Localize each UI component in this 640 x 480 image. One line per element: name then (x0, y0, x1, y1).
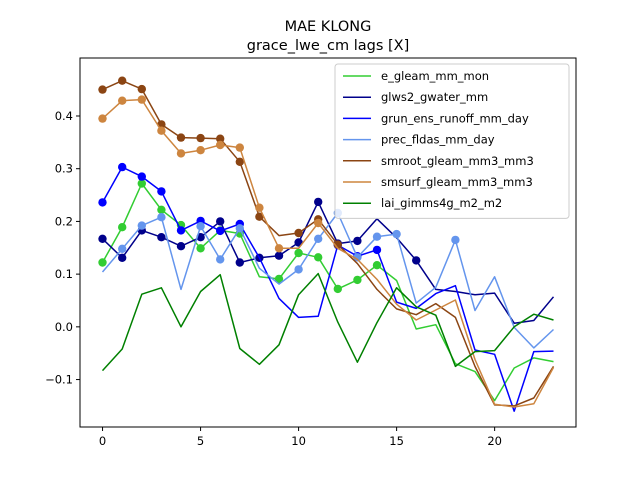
data-point (255, 203, 264, 212)
data-point (176, 133, 186, 142)
data-point (137, 84, 146, 94)
legend-label: e_gleam_mm_mon (381, 69, 489, 83)
data-point (98, 114, 107, 123)
data-point (118, 244, 127, 253)
legend-label: glws2_gwater_mm (381, 90, 488, 104)
data-point (98, 234, 107, 243)
x-tick-label: 20 (487, 434, 502, 448)
data-point (157, 233, 166, 242)
legend-item: smsurf_gleam_mm3_mm3 (343, 175, 533, 189)
data-point (118, 253, 127, 262)
plot-area (98, 76, 555, 412)
data-point (137, 172, 146, 181)
data-point (353, 253, 362, 262)
data-point (216, 217, 225, 226)
y-tick-label: 0.3 (55, 162, 73, 176)
data-point (176, 242, 186, 251)
y-tick-label: −0.1 (45, 373, 73, 387)
legend-label: prec_fldas_mm_day (381, 133, 495, 147)
data-point (274, 244, 284, 253)
data-point (137, 179, 146, 188)
data-point (372, 245, 382, 255)
data-point (392, 229, 401, 239)
axes-frame (79, 57, 577, 428)
data-point (412, 256, 421, 265)
data-point (196, 222, 205, 231)
y-tick-label: 0.4 (55, 109, 73, 123)
data-point (314, 253, 323, 262)
y-tick-label: 0.2 (55, 214, 73, 228)
data-point (372, 232, 382, 241)
data-point (353, 275, 362, 285)
series-lai_gimms4g_m2_m2 (101, 272, 554, 372)
data-point (294, 265, 303, 274)
data-point (235, 224, 244, 233)
legend-item: lai_gimms4g_m2_m2 (343, 196, 502, 210)
data-point (196, 146, 205, 155)
data-point (196, 244, 205, 253)
series-smsurf_gleam_mm3_mm3 (98, 95, 555, 408)
data-point (98, 85, 107, 94)
x-tick-label: 10 (291, 434, 306, 448)
data-point (157, 187, 166, 196)
legend-item: grun_ens_runoff_mm_day (343, 111, 529, 125)
legend-item: e_gleam_mm_mon (343, 69, 489, 83)
legend-item: smroot_gleam_mm3_mm3 (343, 154, 534, 168)
data-point (137, 221, 146, 230)
series-smroot_gleam_mm3_mm3 (98, 76, 555, 407)
legend-label: grun_ens_runoff_mm_day (381, 111, 529, 125)
data-point (372, 261, 382, 270)
data-point (157, 205, 166, 214)
data-point (314, 197, 323, 207)
data-point (314, 234, 323, 243)
data-point (274, 251, 284, 260)
x-tick-label: 15 (389, 434, 404, 448)
data-point (216, 255, 225, 264)
y-tick-label: 0.1 (55, 267, 73, 281)
data-point (118, 76, 127, 85)
data-point (176, 149, 186, 158)
data-point (235, 157, 244, 166)
legend: e_gleam_mm_mon glws2_gwater_mm grun_ens_ru… (334, 63, 570, 219)
series-line (101, 98, 555, 408)
x-tick-label: 5 (197, 434, 204, 448)
data-point (216, 226, 225, 236)
legend-label: smsurf_gleam_mm3_mm3 (381, 175, 533, 189)
data-point (235, 143, 244, 152)
data-point (353, 236, 362, 246)
data-point (333, 284, 342, 294)
chart-title: MAE KLONG (285, 19, 372, 35)
y-tick-label: 0.0 (55, 320, 73, 334)
data-point (216, 140, 225, 150)
data-point (294, 248, 303, 258)
data-point (196, 133, 205, 143)
data-point (451, 235, 460, 245)
legend-label: lai_gimms4g_m2_m2 (381, 196, 502, 210)
axes: 0 5 10 15 20 −0.1 0.0 0.1 0.2 0.3 0.4 (45, 57, 577, 448)
legend-box (334, 63, 570, 219)
data-point (98, 258, 107, 267)
data-point (294, 228, 303, 238)
data-point (157, 213, 166, 222)
data-point (118, 223, 127, 232)
data-point (216, 134, 225, 143)
data-point (235, 258, 244, 267)
data-point (118, 162, 127, 172)
legend-item: prec_fldas_mm_day (343, 133, 495, 147)
data-point (157, 126, 166, 135)
data-point (137, 95, 146, 104)
chart-subtitle: grace_lwe_cm lags [X] (247, 38, 410, 54)
data-point (274, 274, 284, 284)
legend-item: glws2_gwater_mm (343, 90, 488, 104)
data-point (314, 218, 323, 228)
legend-label: smroot_gleam_mm3_mm3 (381, 154, 534, 168)
data-point (98, 198, 107, 207)
series-line (101, 272, 554, 372)
data-point (118, 96, 127, 105)
data-point (176, 226, 186, 235)
data-point (255, 212, 264, 221)
series-line (101, 212, 555, 349)
x-tick-label: 0 (99, 434, 106, 448)
